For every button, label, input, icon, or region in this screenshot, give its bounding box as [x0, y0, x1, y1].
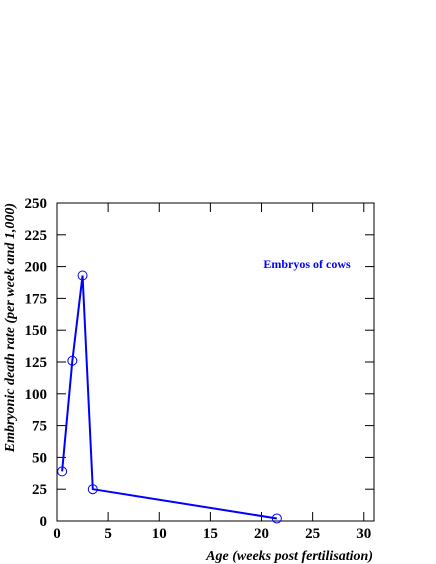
x-tick-label: 25 [305, 526, 320, 542]
y-tick-label: 250 [25, 196, 48, 212]
y-tick-label: 150 [25, 323, 48, 339]
y-tick-label: 175 [25, 291, 48, 307]
y-tick-label: 75 [32, 419, 47, 435]
x-tick-label: 30 [356, 526, 371, 542]
x-tick-label: 0 [53, 526, 61, 542]
y-tick-label: 200 [25, 260, 48, 276]
y-axis-title: Embryonic death rate (per week and 1,000… [3, 203, 18, 453]
y-tick-label: 0 [40, 514, 48, 530]
x-axis-title: Age (weeks post fertilisation) [205, 549, 373, 564]
data-point [77, 270, 88, 281]
plot-frame [56, 202, 375, 522]
y-tick-label: 225 [25, 228, 48, 244]
y-tick-label: 50 [32, 450, 47, 466]
y-tick-label: 25 [32, 482, 47, 498]
y-tick-label: 100 [25, 387, 48, 403]
data-point [57, 466, 68, 477]
y-tick-label: 125 [25, 355, 48, 371]
annotation: Embryos of cows [263, 257, 351, 271]
x-tick-label: 5 [104, 526, 112, 542]
x-tick-label: 10 [152, 526, 167, 542]
data-point [271, 513, 282, 524]
data-point [67, 355, 78, 366]
x-tick-label: 15 [203, 526, 218, 542]
data-line [61, 275, 278, 520]
data-point [87, 484, 98, 495]
x-tick-label: 20 [254, 526, 269, 542]
